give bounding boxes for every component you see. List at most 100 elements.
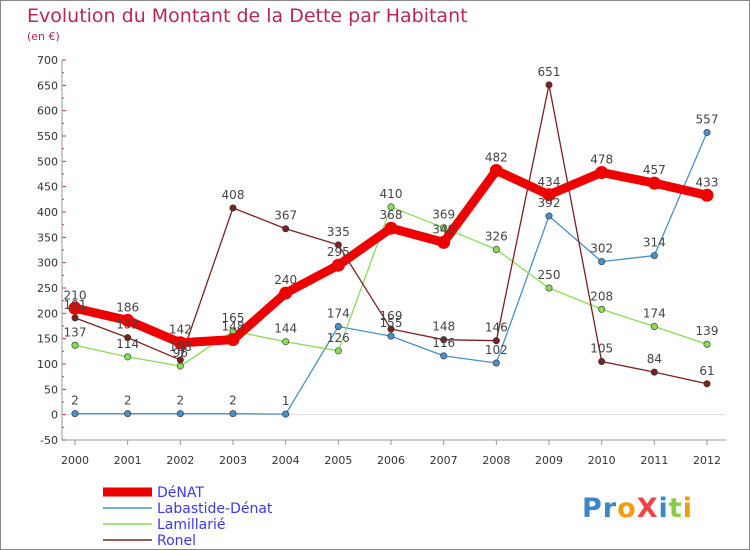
data-label: 651 xyxy=(538,65,561,79)
data-label: 96 xyxy=(173,346,188,360)
series-point-2 xyxy=(703,340,711,348)
series-points xyxy=(68,81,714,418)
series-point-2 xyxy=(282,338,290,346)
x-tick-label: 2012 xyxy=(693,454,721,467)
data-label: 84 xyxy=(647,352,662,366)
data-label: 152 xyxy=(116,318,139,332)
data-label: 137 xyxy=(64,325,87,339)
series-point-1 xyxy=(650,252,658,260)
series-point-3 xyxy=(71,314,79,322)
data-label: 295 xyxy=(327,245,350,259)
series-point-0 xyxy=(595,165,609,179)
series-point-1 xyxy=(387,332,395,340)
logo-letter: o xyxy=(617,493,637,524)
y-tick-label: 400 xyxy=(37,206,58,219)
data-label: 2 xyxy=(177,394,185,408)
data-label: 250 xyxy=(538,268,561,282)
proxiti-logo: ProXiti xyxy=(582,493,693,524)
data-label: 392 xyxy=(538,196,561,210)
series-point-2 xyxy=(492,245,500,253)
series-point-0 xyxy=(700,188,714,202)
series-point-0 xyxy=(647,176,661,190)
data-label: 142 xyxy=(169,323,192,337)
series-point-3 xyxy=(282,225,290,233)
series-point-1 xyxy=(71,410,79,418)
series-point-2 xyxy=(71,341,79,349)
y-tick-label: 550 xyxy=(37,130,58,143)
data-label: 61 xyxy=(699,364,714,378)
data-label: 169 xyxy=(380,309,403,323)
series-point-1 xyxy=(282,410,290,418)
series-point-0 xyxy=(489,163,503,177)
y-tick-label: 300 xyxy=(37,257,58,270)
data-label: 2 xyxy=(124,394,132,408)
data-label: 174 xyxy=(327,307,350,321)
data-label: 139 xyxy=(696,324,719,338)
series-point-2 xyxy=(387,203,395,211)
series-point-3 xyxy=(545,81,553,89)
y-tick-label: 700 xyxy=(37,54,58,67)
series-point-3 xyxy=(598,357,606,365)
legend-label-0: DéNAT xyxy=(157,485,204,501)
series-point-3 xyxy=(650,368,658,376)
legend-label-2: Lamillarié xyxy=(157,517,226,533)
data-label: 186 xyxy=(116,300,139,314)
data-label: 433 xyxy=(696,175,719,189)
series-point-0 xyxy=(279,286,293,300)
y-tick-label: 150 xyxy=(37,333,58,346)
series-point-3 xyxy=(703,380,711,388)
y-tick-label: -50 xyxy=(40,434,58,447)
y-tick-label: 450 xyxy=(37,181,58,194)
series-point-3 xyxy=(176,356,184,364)
series-point-0 xyxy=(331,258,345,272)
series-point-2 xyxy=(334,347,342,355)
data-label: 314 xyxy=(643,236,666,250)
data-label: 144 xyxy=(274,322,297,336)
axes: -50 0 50 100 150 200 250 300 350 400 450 500 550 600 6… xyxy=(37,54,726,467)
x-tick-label: 2004 xyxy=(272,454,300,467)
data-label: 148 xyxy=(222,320,245,334)
series-point-1 xyxy=(229,410,237,418)
logo-letter: t xyxy=(669,493,683,524)
data-label: 369 xyxy=(432,208,455,222)
y-tick-label: 100 xyxy=(37,358,58,371)
series-point-3 xyxy=(124,334,132,342)
data-labels: 210 186 142 148 240 295 368 340 482 434 478 457 433 2… xyxy=(64,65,719,408)
data-label: 155 xyxy=(380,316,403,330)
data-label: 557 xyxy=(696,112,719,126)
data-label: 165 xyxy=(222,311,245,325)
x-tick-label: 2011 xyxy=(640,454,668,467)
y-tick-label: 500 xyxy=(37,155,58,168)
series-point-2 xyxy=(440,224,448,232)
series-point-3 xyxy=(334,241,342,249)
data-label: 208 xyxy=(590,289,613,303)
series-point-1 xyxy=(545,212,553,220)
series-point-2 xyxy=(176,362,184,370)
y-tick-label: 50 xyxy=(44,383,58,396)
series-point-1 xyxy=(703,128,711,136)
series-point-1 xyxy=(440,352,448,360)
data-label: 191 xyxy=(64,298,87,312)
series-point-1 xyxy=(334,323,342,331)
x-tick-label: 2006 xyxy=(377,454,405,467)
x-tick-label: 2007 xyxy=(430,454,458,467)
data-label: 108 xyxy=(169,340,192,354)
data-label: 2 xyxy=(229,394,237,408)
series-point-0 xyxy=(384,221,398,235)
x-tick-label: 2001 xyxy=(114,454,142,467)
data-label: 434 xyxy=(538,175,561,189)
x-tick-label: 2003 xyxy=(219,454,247,467)
data-label: 408 xyxy=(222,188,245,202)
y-tick-label: 200 xyxy=(37,307,58,320)
series-point-0 xyxy=(226,333,240,347)
legend-label-3: Ronel xyxy=(157,533,196,549)
series-point-2 xyxy=(650,323,658,331)
data-label: 240 xyxy=(274,273,297,287)
series-point-0 xyxy=(173,336,187,350)
data-label: 174 xyxy=(643,307,666,321)
series-point-3 xyxy=(387,325,395,333)
y-tick-label: 650 xyxy=(37,79,58,92)
